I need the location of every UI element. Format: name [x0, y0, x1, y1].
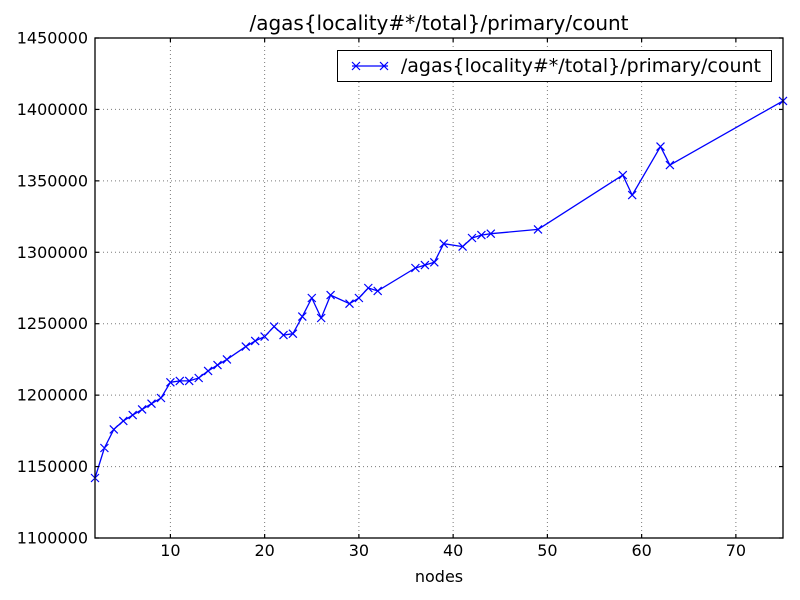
legend-label: /agas{locality#*/total}/primary/count: [400, 55, 761, 77]
x-tick-label: 30: [349, 541, 369, 560]
y-tick-label: 1100000: [17, 529, 88, 548]
axes-spines: [94, 37, 784, 539]
legend-line-marker-icon: [351, 61, 389, 71]
x-axis-label: nodes: [414, 567, 464, 586]
x-tick-label: 70: [726, 541, 746, 560]
data-series-line: [94, 100, 784, 479]
y-tick-label: 1150000: [17, 457, 88, 476]
chart-title: /agas{locality#*/total}/primary/count: [249, 11, 629, 35]
data-point-markers: [90, 96, 788, 483]
x-tick-label: 40: [443, 541, 463, 560]
y-tick-label: 1400000: [17, 100, 88, 119]
y-tick-label: 1200000: [17, 386, 88, 405]
x-tick-label: 60: [631, 541, 651, 560]
y-tick-label: 1300000: [17, 243, 88, 262]
y-tick-label: 1350000: [17, 171, 88, 190]
x-tick-label: 20: [254, 541, 274, 560]
y-tick-label: 1450000: [17, 29, 88, 48]
x-tick-label: 10: [160, 541, 180, 560]
x-tick-label: 50: [537, 541, 557, 560]
legend: /agas{locality#*/total}/primary/count: [336, 50, 772, 82]
y-tick-label: 1250000: [17, 314, 88, 333]
